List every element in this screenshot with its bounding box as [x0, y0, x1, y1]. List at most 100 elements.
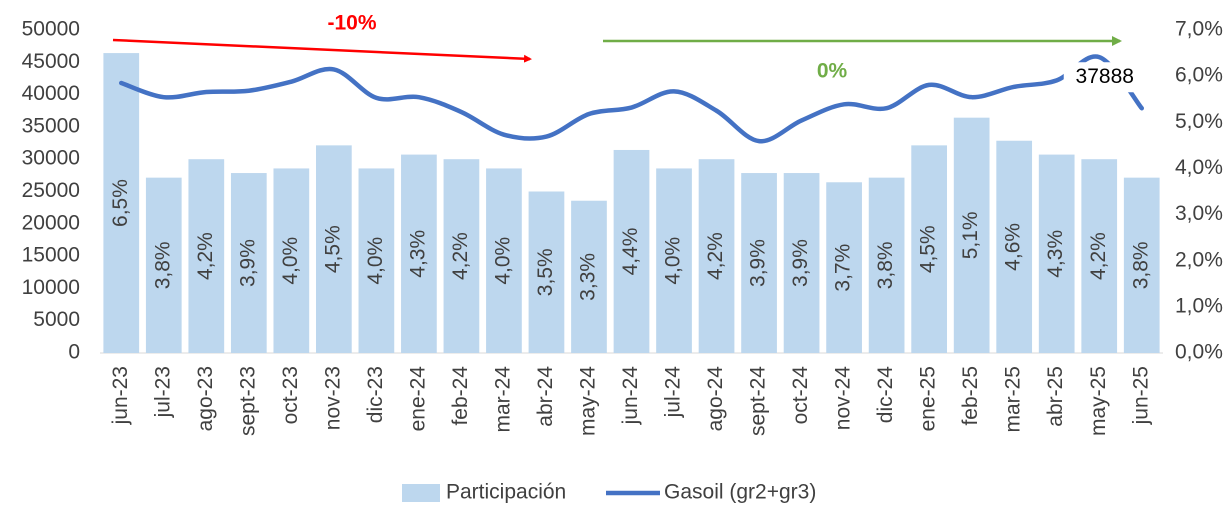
bar: [230, 173, 267, 353]
y2-tick-label: 4,0%: [1175, 156, 1223, 179]
x-tick-label: may-25: [1087, 366, 1110, 436]
y2-tick-label: 5,0%: [1175, 110, 1223, 133]
x-tick-label: jul-24: [662, 366, 685, 419]
annotation-arrow: [112, 38, 532, 63]
bar: [145, 177, 182, 353]
bar: [443, 159, 480, 353]
x-tick-label: dic-24: [874, 366, 897, 424]
y-tick-label: 45000: [22, 50, 80, 73]
x-tick-label: oct-24: [789, 366, 812, 425]
y-tick-label: 35000: [22, 114, 80, 137]
bar: [188, 159, 225, 353]
bar: [826, 182, 862, 353]
x-tick-label: oct-23: [279, 366, 302, 424]
bar: [1123, 177, 1160, 353]
data-label-bg: [1063, 62, 1146, 93]
x-tick-label: mar-25: [1002, 366, 1025, 433]
bar: [698, 159, 735, 353]
bar: [911, 145, 947, 353]
y-tick-label: 50000: [22, 18, 80, 41]
bar: [486, 168, 522, 353]
bar: [783, 173, 820, 353]
data-label: 4,0%: [662, 237, 685, 285]
x-tick-label: ene-25: [917, 366, 940, 431]
y2-tick-label: 0,0%: [1175, 341, 1223, 364]
x-tick-label: jun-23: [109, 366, 132, 425]
y2-tick-label: 2,0%: [1175, 248, 1223, 271]
y-tick-label: 0: [68, 341, 80, 364]
bar: [868, 177, 905, 353]
annotation-bg: [318, 10, 386, 38]
data-label: 4,6%: [1002, 223, 1025, 271]
bar: [1038, 154, 1075, 353]
data-label: 4,0%: [279, 237, 302, 285]
y-tick-label: 20000: [22, 211, 80, 234]
y-tick-label: 25000: [22, 179, 80, 202]
x-tick-label: jun-25: [1129, 366, 1152, 425]
x-tick-label: feb-24: [449, 366, 472, 426]
bar: [401, 154, 437, 353]
legend-swatch: [402, 484, 440, 502]
data-label: 3,5%: [534, 248, 557, 296]
x-tick-label: ago-23: [194, 366, 217, 431]
bar: [571, 200, 607, 353]
y-tick-label: 10000: [22, 276, 80, 299]
annotation-bg: [805, 58, 861, 86]
bar: [613, 149, 650, 353]
data-label: 4,3%: [406, 230, 429, 278]
data-label: 3,9%: [789, 239, 812, 287]
x-tick-label: ago-24: [704, 366, 727, 432]
x-tick-label: dic-23: [364, 366, 387, 423]
x-tick-label: abr-24: [534, 366, 557, 427]
bar: [656, 168, 692, 353]
y-tick-label: 15000: [22, 244, 80, 267]
data-label: 37888: [1076, 65, 1134, 88]
x-tick-label: ene-24: [406, 366, 429, 432]
x-tick-label: nov-23: [321, 366, 344, 430]
data-label: 4,0%: [491, 237, 514, 285]
data-label: 4,2%: [449, 232, 472, 280]
data-label: 3,9%: [236, 239, 259, 287]
data-label: 4,2%: [194, 232, 217, 280]
annotation: 0%: [817, 60, 848, 83]
bar: [358, 168, 395, 353]
x-tick-label: jul-23: [151, 366, 174, 418]
data-label: 4,3%: [1044, 230, 1067, 278]
x-tick-label: feb-25: [959, 366, 982, 426]
data-label: 5,1%: [959, 211, 982, 259]
bar: [996, 140, 1033, 353]
bar: [273, 168, 310, 353]
bar: [953, 117, 990, 354]
data-label: 3,8%: [151, 241, 174, 289]
y2-tick-label: 7,0%: [1175, 18, 1223, 41]
data-label: 3,7%: [832, 244, 855, 292]
data-label: 4,5%: [321, 225, 344, 273]
y2-tick-label: 1,0%: [1175, 294, 1223, 317]
data-label: 4,4%: [619, 228, 642, 276]
data-label: 4,2%: [704, 232, 727, 280]
x-tick-label: mar-24: [491, 366, 514, 433]
data-label: 3,8%: [874, 241, 897, 289]
data-label: 4,5%: [917, 225, 940, 273]
x-tick-label: abr-25: [1044, 366, 1067, 427]
data-label: 3,9%: [747, 239, 770, 287]
legend-label: Participación: [446, 481, 566, 504]
data-label: 3,3%: [577, 253, 600, 301]
bar: [741, 173, 777, 353]
x-tick-label: nov-24: [832, 366, 855, 431]
data-label: 4,2%: [1087, 232, 1110, 280]
y2-tick-label: 6,0%: [1175, 64, 1223, 87]
bar: [528, 191, 565, 353]
bar: [316, 145, 352, 353]
x-tick-label: sept-23: [236, 366, 259, 436]
data-label: 3,8%: [1129, 241, 1152, 289]
annotation: -10%: [327, 12, 376, 35]
legend-label: Gasoil (gr2+gr3): [664, 481, 816, 504]
x-tick-label: jun-24: [619, 366, 642, 426]
data-label: 4,0%: [364, 237, 387, 285]
data-label: 6,5%: [109, 179, 132, 227]
y-tick-label: 40000: [22, 82, 80, 105]
x-tick-label: may-24: [577, 366, 600, 436]
bar: [1081, 159, 1118, 353]
